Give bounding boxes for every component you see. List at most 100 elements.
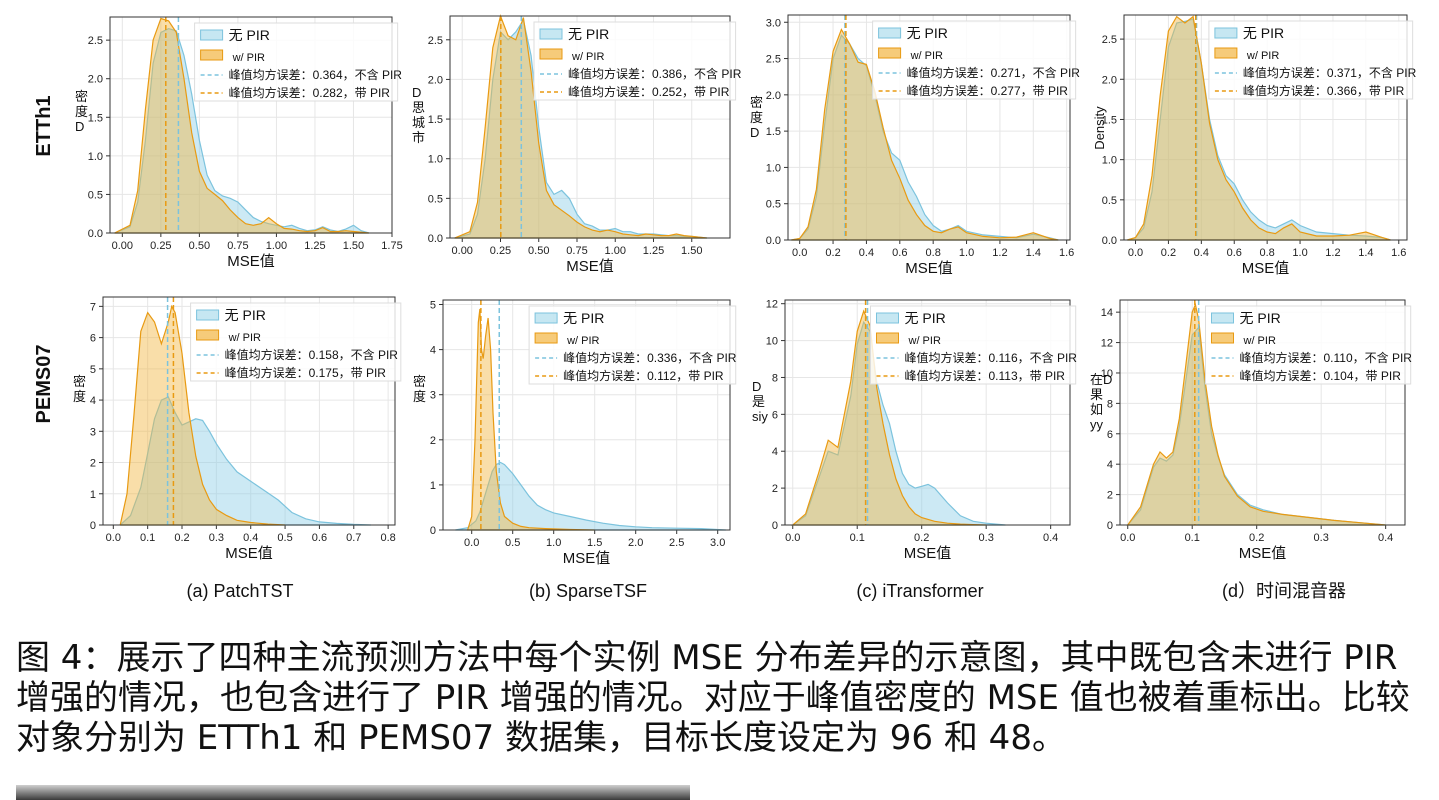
legend-swatch-with-pir bbox=[876, 332, 899, 344]
x-tick-label: 1.00 bbox=[605, 245, 626, 257]
y-tick-label: 2.5 bbox=[88, 35, 103, 47]
x-tick-label: 0.4 bbox=[859, 247, 874, 259]
x-axis-label: MSE值 bbox=[225, 545, 273, 562]
subcaption-3: (c) iTransformer bbox=[856, 581, 983, 601]
legend-label-without-pir: 无 PIR bbox=[568, 26, 609, 42]
x-tick-label: 0.2 bbox=[1249, 532, 1264, 544]
legend-peak-without-pir: 峰值均方误差：0.158，不含 PIR bbox=[225, 347, 399, 362]
chart-panel-2: 0.00 0.25 0.50 0.75 1.00 1.25 1.50 0.0 0.5 1.0 1.5… bbox=[412, 13, 742, 275]
legend-peak-with-pir: 峰值均方误差：0.104，带 PIR bbox=[1240, 368, 1402, 383]
y-axis-label: D 是 siy bbox=[752, 379, 768, 424]
legend-label-with-pir: w/ PIR bbox=[1243, 335, 1276, 347]
figure-caption: 图 4：展示了四种主流预测方法中每个实例 MSE 分布差异的示意图，其中既包含未… bbox=[16, 638, 1410, 758]
chart-panel-5: 0.0 0.1 0.2 0.3 0.4 0.5 0.6 0.7 0.8 0 1 2 3 4 5 6 7 MSE值 密… bbox=[73, 296, 402, 562]
chart-panel-7: 0.0 0.1 0.2 0.3 0.4 0 2 4 6 8 10 12 MSE值 D 是 siy 无 PIR w/… bbox=[752, 299, 1077, 562]
series-area-without-pir bbox=[790, 320, 1006, 526]
y-tick-label: 2 bbox=[430, 435, 436, 447]
legend-peak-with-pir: 峰值均方误差：0.112，带 PIR bbox=[563, 368, 724, 383]
y-tick-label: 12 bbox=[766, 299, 778, 311]
x-tick-label: 0.25 bbox=[490, 245, 511, 257]
legend-peak-without-pir: 峰值均方误差：0.336，不含 PIR bbox=[563, 350, 737, 365]
legend-box bbox=[1205, 305, 1412, 385]
y-axis-label: 在D 果如 yy bbox=[1090, 372, 1112, 432]
y-tick-label: 3 bbox=[430, 390, 436, 402]
y-tick-label: 0.0 bbox=[766, 235, 781, 247]
x-tick-label: 0.5 bbox=[505, 537, 520, 549]
y-axis-label: 密度 bbox=[413, 374, 426, 404]
legend-box bbox=[872, 20, 1077, 100]
plot-frame bbox=[787, 14, 1071, 241]
x-tick-label: 0.4 bbox=[1043, 532, 1058, 544]
legend-peak-without-pir: 峰值均方误差：0.386，不含 PIR bbox=[568, 66, 742, 81]
x-tick-label: 0.75 bbox=[227, 240, 248, 252]
x-tick-label: 0.0 bbox=[106, 532, 121, 544]
x-tick-label: 1.50 bbox=[343, 240, 364, 252]
x-tick-label: 0.5 bbox=[277, 532, 292, 544]
x-tick-label: 1.6 bbox=[1391, 247, 1406, 259]
x-axis-label: MSE值 bbox=[1239, 545, 1287, 562]
legend-swatch-without-pir bbox=[534, 312, 558, 324]
plot-frame bbox=[109, 16, 393, 234]
x-tick-label: 0.3 bbox=[209, 532, 224, 544]
y-tick-label: 0.5 bbox=[428, 193, 443, 205]
legend-peak-with-pir: 峰值均方误差：0.282，带 PIR bbox=[229, 85, 391, 100]
y-tick-label: 6 bbox=[1107, 429, 1113, 441]
y-tick-label: 1.5 bbox=[428, 114, 443, 126]
y-tick-label: 4 bbox=[90, 395, 96, 407]
legend-label-without-pir: 无 PIR bbox=[1243, 25, 1284, 41]
series-area-without-pir bbox=[454, 18, 708, 239]
y-tick-label: 1.5 bbox=[766, 126, 781, 138]
y-tick-label: 2.0 bbox=[766, 90, 781, 102]
y-tick-label: 14 bbox=[1101, 307, 1113, 319]
x-tick-label: 0.0 bbox=[1120, 532, 1135, 544]
plot-frame bbox=[1123, 14, 1408, 241]
x-tick-label: 1.25 bbox=[304, 240, 325, 252]
y-tick-label: 1 bbox=[430, 480, 436, 492]
legend-label-without-pir: 无 PIR bbox=[563, 310, 604, 326]
legend-swatch-with-pir bbox=[200, 49, 224, 61]
x-tick-label: 1.2 bbox=[992, 247, 1007, 259]
y-tick-label: 0.5 bbox=[766, 199, 781, 211]
y-tick-label: 2.0 bbox=[88, 74, 103, 86]
legend-swatch-without-pir bbox=[876, 312, 899, 324]
y-tick-label: 1 bbox=[90, 489, 96, 501]
series-area-with-pir bbox=[454, 13, 708, 239]
x-axis-label: MSE值 bbox=[227, 253, 275, 270]
plot-frame bbox=[1119, 299, 1406, 526]
y-tick-label: 0.0 bbox=[428, 233, 443, 245]
series-area-with-pir bbox=[119, 304, 286, 526]
row-label-etth1: ETTh1 bbox=[33, 95, 55, 156]
legend-swatch-with-pir bbox=[534, 332, 558, 344]
legend-label-without-pir: 无 PIR bbox=[1240, 310, 1281, 326]
legend-swatch-with-pir bbox=[878, 47, 902, 59]
x-tick-label: 0.1 bbox=[1185, 532, 1200, 544]
x-tick-label: 1.5 bbox=[587, 537, 602, 549]
y-tick-label: 1.0 bbox=[88, 151, 103, 163]
legend-box bbox=[1208, 20, 1414, 100]
x-tick-label: 0.1 bbox=[140, 532, 155, 544]
x-tick-label: 0.3 bbox=[1314, 532, 1329, 544]
legend-label-with-pir: w/ PIR bbox=[232, 52, 265, 64]
subcaption-4: (d）时间混音器 bbox=[1222, 581, 1346, 601]
y-axis-label: 密度 D bbox=[750, 95, 763, 140]
y-tick-label: 1.5 bbox=[88, 112, 103, 124]
y-tick-label: 1.0 bbox=[1102, 155, 1117, 167]
y-tick-label: 0.0 bbox=[88, 228, 103, 240]
series-area-with-pir bbox=[791, 309, 987, 526]
y-tick-label: 6 bbox=[90, 333, 96, 345]
x-tick-label: 1.0 bbox=[546, 537, 561, 549]
legend-label-with-pir: w/ PIR bbox=[566, 335, 599, 347]
legend-label-with-pir: w/ PIR bbox=[910, 50, 943, 62]
legend-label-with-pir: w/ PIR bbox=[908, 335, 941, 347]
x-tick-label: 0.2 bbox=[825, 247, 840, 259]
y-tick-label: 8 bbox=[1107, 398, 1113, 410]
x-tick-label: 1.0 bbox=[959, 247, 974, 259]
x-tick-label: 0.2 bbox=[1161, 247, 1176, 259]
y-tick-label: 3 bbox=[90, 426, 96, 438]
x-tick-label: 1.6 bbox=[1059, 247, 1074, 259]
x-tick-label: 1.4 bbox=[1026, 247, 1041, 259]
photo-strip bbox=[16, 785, 690, 800]
y-tick-label: 0 bbox=[430, 525, 436, 537]
y-tick-label: 2.5 bbox=[1102, 34, 1117, 46]
legend-swatch-without-pir bbox=[539, 28, 563, 40]
